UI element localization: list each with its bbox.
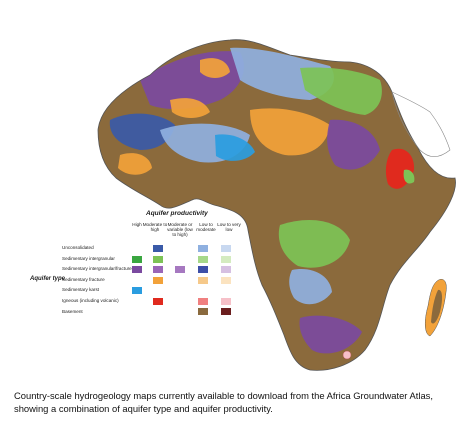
- row-label-sedimentary-karst: Sedimentary karst: [62, 287, 100, 292]
- legend-swatch: [221, 245, 231, 252]
- row-label-sedimentary-intergranular: Sedimentary intergranular: [62, 256, 115, 261]
- legend-swatch: [153, 266, 163, 273]
- map-region: [289, 269, 332, 305]
- legend-swatch: [153, 255, 163, 263]
- legend-swatch: [198, 245, 208, 252]
- legend-swatch: [198, 276, 208, 284]
- legend-swatch: [198, 297, 208, 305]
- column-header-low-to-moderate: Low to moderate: [196, 222, 216, 233]
- row-label-sedimentary-fracture: Sedimentary fracture: [62, 277, 105, 282]
- map-region: [327, 119, 380, 170]
- legend-swatch: [221, 276, 231, 284]
- map-legend: Aquifer productivity High Moderate to hi…: [26, 210, 266, 325]
- map-region: [215, 134, 255, 161]
- figure-caption: Country-scale hydrogeology maps currentl…: [14, 390, 433, 414]
- arabia-outline: [391, 91, 451, 158]
- madagascar-basement: [431, 289, 443, 324]
- legend-swatch: [132, 255, 142, 263]
- legend-swatch: [198, 255, 208, 263]
- map-region: [250, 108, 330, 156]
- legend-swatch: [153, 276, 163, 284]
- map-region-lesotho: [342, 350, 352, 360]
- legend-swatch: [221, 308, 231, 315]
- column-header-low-to-very-low: Low to very low: [217, 222, 241, 233]
- legend-swatch: [132, 287, 142, 294]
- map-canvas: [97, 39, 457, 371]
- legend-swatch: [221, 255, 231, 263]
- map-region: [200, 58, 230, 78]
- map-region: [278, 220, 350, 268]
- legend-swatch: [221, 266, 231, 273]
- legend-swatch: [198, 266, 208, 273]
- legend-swatch: [175, 266, 185, 273]
- row-label-igneous: Igneous (including volcanic): [62, 298, 119, 303]
- legend-swatch: [153, 245, 163, 252]
- legend-swatch: [132, 266, 142, 273]
- map-region: [403, 169, 415, 184]
- legend-swatch: [153, 297, 163, 305]
- row-label-basement: Basement: [62, 309, 83, 314]
- column-header-high: High: [132, 222, 142, 227]
- legend-swatch: [198, 308, 208, 315]
- aquifer-type-label: Aquifer type: [30, 276, 66, 282]
- map-region: [300, 67, 382, 115]
- row-label-sedimentary-intergranular-fracture: Sedimentary intergranular/fracture: [62, 266, 132, 271]
- legend-title: Aquifer productivity: [146, 210, 208, 217]
- map-region: [118, 153, 152, 175]
- africa-hydrogeology-map: [97, 39, 457, 371]
- column-header-moderate-variable: Moderate or variable (low to high): [167, 222, 193, 238]
- map-region: [109, 113, 175, 150]
- map-region: [170, 98, 210, 118]
- map-region: [299, 315, 362, 354]
- row-label-unconsolidated: Unconsolidated: [62, 245, 94, 250]
- column-header-moderate-to-high: Moderate to high: [142, 222, 168, 233]
- legend-swatch: [221, 297, 231, 305]
